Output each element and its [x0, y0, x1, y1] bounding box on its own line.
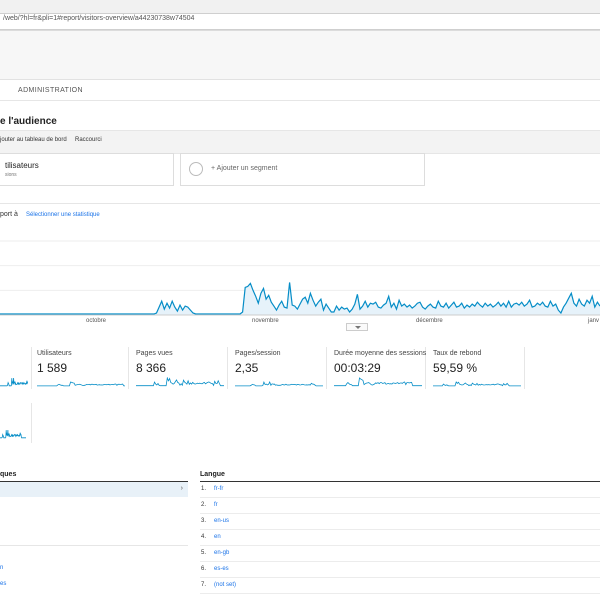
add-segment-card[interactable]: + Ajouter un segment [180, 153, 425, 186]
language-link[interactable]: es-es [214, 566, 229, 572]
sparkline [37, 381, 125, 387]
page-title: e l'audience [0, 116, 57, 127]
add-to-dashboard-button[interactable]: jouter au tableau de bord [0, 137, 67, 143]
chart-series-line [0, 282, 600, 315]
table-row: 6. es-es [200, 562, 600, 578]
metric-card-sessions[interactable] [0, 347, 32, 389]
sparkline-line [0, 429, 26, 439]
metric-label: Pages/session [235, 350, 281, 357]
metric-value: 2,35 [235, 361, 259, 375]
metric-label: Pages vues [136, 350, 173, 357]
language-link[interactable]: en-us [214, 518, 230, 524]
x-tick-label: janv [588, 318, 600, 324]
metric-label: Utilisateurs [37, 350, 72, 357]
row-number: 2. [201, 502, 207, 508]
metric-card-pages-per-session[interactable]: Pages/session 2,35 [232, 347, 327, 389]
language-link[interactable]: fr-fr [214, 486, 224, 492]
metric-value: 59,59 % [433, 361, 478, 375]
metric-card-users[interactable]: Utilisateurs 1 589 [34, 347, 129, 389]
sparkline-line [433, 381, 521, 387]
sparkline-line [136, 377, 224, 387]
table-row: 1. fr-fr [200, 482, 600, 498]
sessions-chart-svg [0, 240, 600, 316]
compare-label: port à [0, 211, 18, 218]
metric-card-partial[interactable] [0, 403, 32, 443]
sparkline [0, 377, 28, 387]
sparkline [235, 380, 323, 387]
row-number: 5. [201, 550, 207, 556]
x-tick-label: décembre [416, 318, 443, 324]
sparkline-line [37, 381, 125, 387]
url-text[interactable]: /web/?hl=fr&pli=1#report/visitors-overvi… [3, 15, 195, 22]
sparkline [334, 377, 422, 387]
chart-area [0, 282, 600, 315]
language-link[interactable]: en [214, 534, 221, 540]
sparkline [433, 381, 521, 387]
address-bar[interactable]: /web/?hl=fr&pli=1#report/visitors-overvi… [0, 13, 600, 30]
section-divider [0, 203, 600, 204]
selected-dimension-row[interactable]: › [0, 482, 188, 497]
sparkline-line [235, 380, 323, 387]
report-toolbar [0, 130, 600, 154]
radio-circle-icon[interactable] [189, 162, 203, 176]
chevron-right-icon: › [180, 485, 183, 492]
dimension-link[interactable]: es [0, 581, 7, 587]
top-header-band [0, 31, 600, 80]
language-link[interactable]: (not set) [214, 582, 237, 588]
x-tick-label: novembre [252, 318, 279, 324]
left-table-header: ques [0, 471, 17, 478]
nav-divider [0, 100, 600, 101]
sparkline [0, 429, 26, 439]
sessions-chart [0, 237, 600, 333]
segment-title: tilisateurs [5, 161, 39, 170]
row-number: 1. [201, 486, 207, 492]
metric-value: 1 589 [37, 361, 68, 375]
metric-card-pageviews[interactable]: Pages vues 8 366 [133, 347, 228, 389]
table-row: 2. fr [200, 498, 600, 514]
row-number: 3. [201, 518, 207, 524]
table-row: 3. en-us [200, 514, 600, 530]
sparkline-line [334, 377, 422, 387]
metric-value: 00:03:29 [334, 361, 381, 375]
table-row: 7. (not set) [200, 578, 600, 594]
row-number: 6. [201, 566, 207, 572]
row-divider [0, 545, 188, 546]
metric-value: 8 366 [136, 361, 167, 375]
metric-card-bounce-rate[interactable]: Taux de rebond 59,59 % [430, 347, 525, 389]
browser-toolbar: /web/?hl=fr&pli=1#report/visitors-overvi… [0, 0, 600, 31]
add-segment-label: + Ajouter un segment [211, 165, 278, 172]
segment-subtitle: sions [5, 172, 17, 178]
language-link[interactable]: fr [214, 502, 218, 508]
sparkline-line [0, 377, 28, 387]
metric-label: Durée moyenne des sessions [334, 350, 427, 357]
x-tick-label: octobre [86, 318, 107, 324]
metric-label: Taux de rebond [433, 350, 482, 357]
header-underline [200, 481, 600, 482]
metric-card-avg-duration[interactable]: Durée moyenne des sessions 00:03:29 [331, 347, 426, 389]
shortcut-button[interactable]: Raccourci [75, 137, 102, 143]
select-metric-link[interactable]: Sélectionner une statistique [26, 212, 100, 218]
row-number: 7. [201, 582, 207, 588]
sparkline [136, 377, 224, 387]
table-row: 4. en [200, 530, 600, 546]
dimension-link[interactable]: n [0, 565, 4, 571]
chart-resize-handle[interactable] [346, 323, 368, 331]
chevron-down-icon [355, 326, 361, 329]
tab-administration[interactable]: ADMINISTRATION [18, 87, 83, 94]
active-segment-card[interactable]: tilisateurs sions [0, 153, 174, 186]
language-table-header: Langue [200, 471, 225, 478]
table-row: 5. en-gb [200, 546, 600, 562]
header-underline [0, 481, 188, 482]
language-link[interactable]: en-gb [214, 550, 230, 556]
row-number: 4. [201, 534, 207, 540]
